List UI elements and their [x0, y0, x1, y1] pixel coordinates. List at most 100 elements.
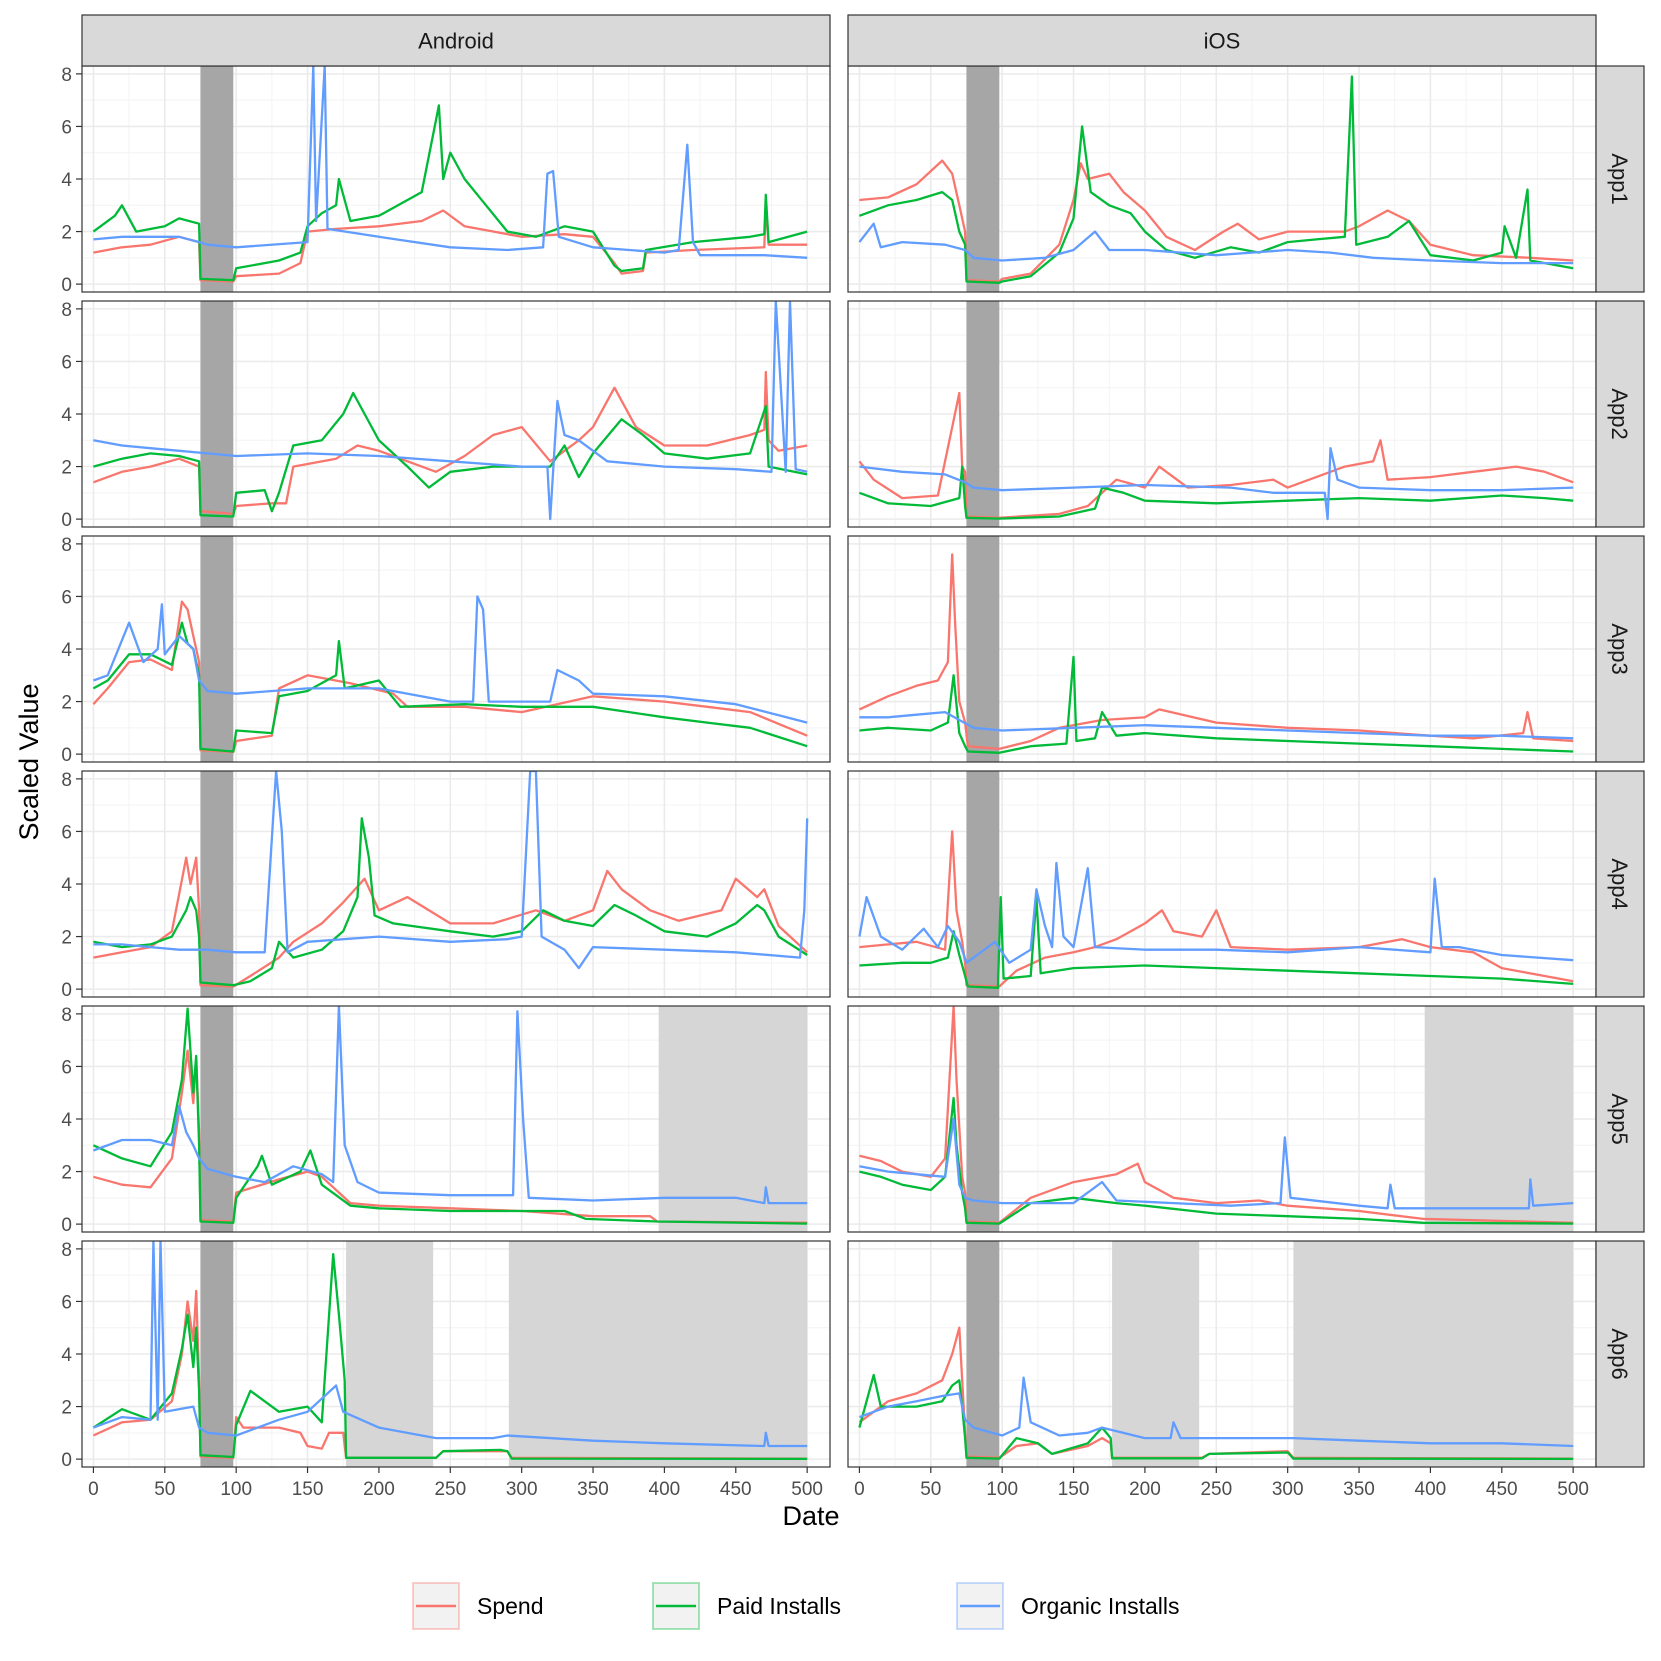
series-line-paid-installs — [859, 655, 1574, 754]
legend-item-organic-installs: Organic Installs — [956, 1582, 1180, 1630]
shaded-band-light — [1112, 1241, 1200, 1467]
series-line-organic-installs — [93, 595, 808, 724]
y-tick-label: 8 — [61, 1240, 72, 1261]
y-tick-label: 2 — [61, 693, 72, 714]
y-tick-label: 0 — [61, 980, 72, 1001]
y-tick-label: 6 — [61, 822, 72, 843]
row-strip-label: App2 — [1607, 388, 1632, 439]
panel-app4-ios — [847, 770, 1597, 998]
y-tick-label: 8 — [61, 535, 72, 556]
x-tick-label: 350 — [577, 1479, 609, 1500]
series-group — [858, 553, 1574, 754]
series-line-organic-installs — [93, 771, 809, 970]
series-group — [93, 771, 809, 988]
x-tick-label: 400 — [649, 1479, 681, 1500]
series-line-organic-installs — [93, 1241, 808, 1448]
series-line-paid-installs — [858, 1373, 1574, 1461]
row-strip-label: App1 — [1607, 153, 1632, 204]
y-tick-label: 2 — [61, 1163, 72, 1184]
x-tick-label: 400 — [1415, 1479, 1447, 1500]
x-tick-label: 300 — [1272, 1479, 1304, 1500]
x-tick-label: 450 — [1486, 1479, 1518, 1500]
y-tick-label: 0 — [61, 1215, 72, 1236]
series-line-spend — [93, 856, 808, 988]
series-line-organic-installs — [93, 301, 808, 521]
y-tick-label: 6 — [61, 352, 72, 373]
column-strip-label: iOS — [1204, 29, 1241, 54]
x-tick-label: 50 — [920, 1479, 941, 1500]
series-line-organic-installs — [93, 1006, 808, 1205]
series-group — [858, 391, 1574, 521]
y-tick-label: 8 — [61, 770, 72, 791]
legend-label: Paid Installs — [717, 1593, 841, 1619]
x-tick-label: 150 — [292, 1479, 324, 1500]
series-line-paid-installs — [92, 104, 808, 282]
y-tick-label: 4 — [61, 405, 72, 426]
shaded-band-dark — [966, 536, 1000, 762]
x-tick-label: 50 — [154, 1479, 175, 1500]
series-line-organic-installs — [858, 222, 1574, 265]
panel-app3-ios — [847, 535, 1597, 763]
series-line-paid-installs — [92, 1007, 808, 1225]
column-strip — [847, 14, 1597, 67]
series-line-paid-installs — [859, 75, 1574, 284]
series-group — [858, 830, 1574, 989]
row-strip — [1595, 1005, 1645, 1233]
series-line-spend — [93, 370, 808, 516]
y-tick-label: 6 — [61, 587, 72, 608]
series-group — [93, 301, 808, 521]
x-tick-label: 200 — [1129, 1479, 1161, 1500]
panel-app1-android — [81, 65, 831, 293]
series-line-spend — [92, 600, 808, 754]
y-tick-label: 4 — [61, 170, 72, 191]
row-strips: App1 App2 App3 App4 App5 App6 — [1595, 65, 1645, 1468]
x-tick-label: 450 — [720, 1479, 752, 1500]
series-line-organic-installs — [859, 1376, 1574, 1448]
y-tick-label: 4 — [61, 1110, 72, 1131]
row-strip — [1595, 535, 1645, 763]
shaded-band-dark — [200, 536, 234, 762]
x-tick-label: 250 — [434, 1479, 466, 1500]
panel-app5-ios — [847, 1005, 1597, 1233]
panel-app6-ios — [847, 1240, 1597, 1468]
row-strip-label: App5 — [1607, 1093, 1632, 1144]
x-tick-label: 300 — [506, 1479, 538, 1500]
x-tick-label: 100 — [220, 1479, 252, 1500]
shaded-band-light — [346, 1241, 434, 1467]
y-tick-label: 6 — [61, 117, 72, 138]
y-tick-label: 0 — [61, 1450, 72, 1471]
y-tick-label: 6 — [61, 1057, 72, 1078]
shaded-band-dark — [966, 301, 1000, 527]
series-line-paid-installs — [859, 1096, 1574, 1225]
panel-app2-android — [81, 300, 831, 528]
shaded-band-dark — [200, 771, 234, 997]
y-axis-title: Scaled Value — [14, 683, 44, 840]
row-strip — [1595, 770, 1645, 998]
row-strip — [1595, 300, 1645, 528]
series-line-paid-installs — [859, 895, 1574, 989]
row-strip — [1595, 65, 1645, 293]
series-group — [858, 75, 1574, 284]
x-axes: 0 50 100 150 200 250 300 350 400 450 500 0 50 100 150 2… — [88, 1467, 1589, 1500]
panel-app2-ios — [847, 300, 1597, 528]
y-axes: 0 2 4 6 8 0 2 4 6 8 0 2 4 6 8 0 2 4 6 8 0 2 4 6 8 0 2 4 6 8 — [61, 65, 82, 1471]
panel-app4-android — [81, 770, 831, 998]
shaded-band-dark — [200, 66, 234, 292]
x-tick-label: 350 — [1343, 1479, 1375, 1500]
y-tick-label: 0 — [61, 275, 72, 296]
y-tick-label: 8 — [61, 300, 72, 321]
x-tick-label: 250 — [1200, 1479, 1232, 1500]
column-strips: Android iOS — [81, 14, 1597, 67]
series-line-paid-installs — [92, 621, 808, 753]
shaded-band-dark — [966, 771, 1000, 997]
series-group — [92, 1241, 808, 1461]
shaded-band-light — [1424, 1006, 1574, 1232]
shaded-band-dark — [200, 1006, 234, 1232]
shaded-band-dark — [200, 1241, 234, 1467]
y-tick-label: 4 — [61, 640, 72, 661]
panel-app5-android — [81, 1005, 831, 1233]
legend-item-paid-installs: Paid Installs — [652, 1582, 841, 1630]
x-tick-label: 500 — [791, 1479, 823, 1500]
column-strip — [81, 14, 831, 67]
